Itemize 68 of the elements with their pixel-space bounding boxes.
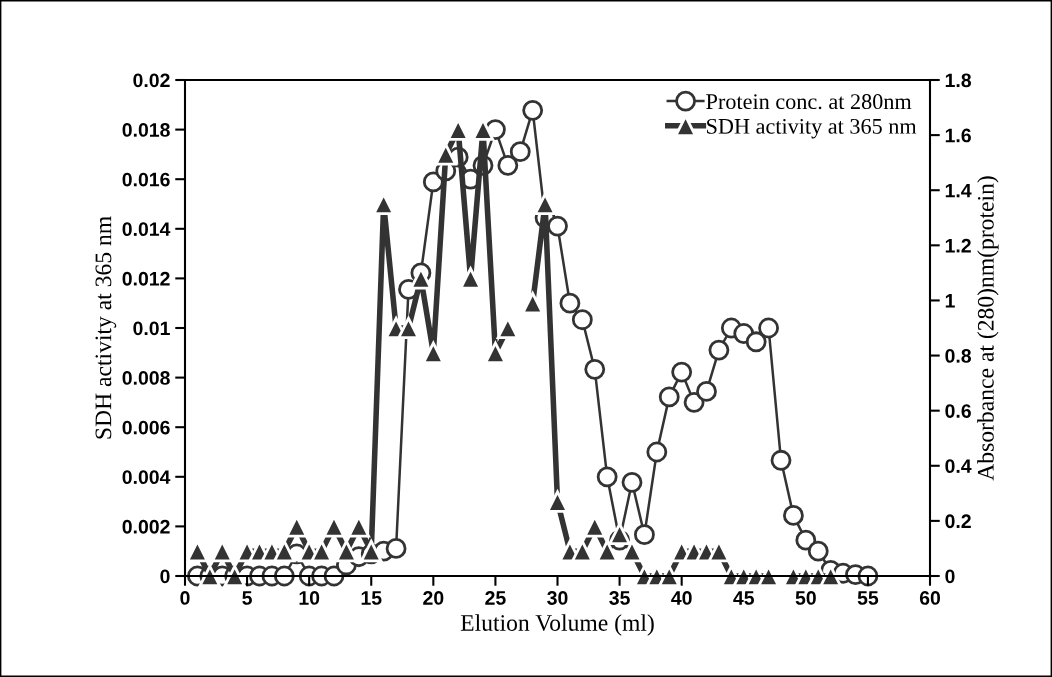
y2-tick-label: 0.6 xyxy=(945,404,971,418)
point xyxy=(708,339,730,361)
x-tick-label: 35 xyxy=(609,591,630,605)
point xyxy=(696,380,717,402)
point xyxy=(335,540,358,563)
point xyxy=(658,386,680,408)
point xyxy=(608,522,631,545)
y-tick-label: 0.016 xyxy=(122,172,170,187)
point xyxy=(807,540,829,562)
point xyxy=(596,466,618,488)
x-tick-label: 30 xyxy=(547,591,568,605)
x-tick-label: 5 xyxy=(242,591,252,605)
point xyxy=(745,331,767,353)
x-tick-label: 50 xyxy=(795,591,816,605)
point xyxy=(571,309,593,331)
y2-tick-label: 0.8 xyxy=(945,349,972,363)
y-tick-label: 0.012 xyxy=(122,271,170,286)
y-tick-label: 0.002 xyxy=(122,519,170,534)
point xyxy=(547,215,568,237)
point xyxy=(584,358,606,380)
point xyxy=(783,504,804,526)
y-tick-label: 0 xyxy=(160,569,170,584)
x-tick-label: 40 xyxy=(671,591,692,605)
point xyxy=(758,317,779,339)
point xyxy=(658,564,681,588)
y2-tick-label: 1 xyxy=(945,294,955,308)
point xyxy=(795,529,817,551)
y-axis-title: SDH activity at 365 nm xyxy=(95,216,117,439)
y-tick-label: 0.008 xyxy=(122,371,170,385)
point xyxy=(634,524,655,546)
x-tick-label: 45 xyxy=(733,591,755,605)
x-tick-label: 20 xyxy=(423,591,444,605)
x-tick-label: 55 xyxy=(857,591,879,605)
y2-tick-label: 0 xyxy=(945,569,955,584)
y-tick-label: 0.014 xyxy=(122,222,171,237)
x-tick-label: 10 xyxy=(299,591,320,605)
y2-tick-label: 0.4 xyxy=(945,459,972,474)
point xyxy=(385,538,407,559)
point xyxy=(683,391,705,413)
point xyxy=(621,471,643,493)
y2-tick-label: 0.2 xyxy=(945,514,971,529)
y2-tick-label: 1.2 xyxy=(945,238,971,253)
x-tick-label: 15 xyxy=(361,591,382,605)
x-axis-title: Elution Volume (ml) xyxy=(460,614,654,636)
point xyxy=(671,361,693,383)
y2-tick-label: 1.4 xyxy=(945,183,972,198)
point xyxy=(273,540,296,563)
y-tick-label: 0.018 xyxy=(122,123,170,137)
legend-label: SDH activity at 365 nm xyxy=(707,118,917,139)
y-tick-label: 0.02 xyxy=(133,73,170,88)
x-tick-label: 25 xyxy=(485,591,506,605)
y2-tick-label: 1.8 xyxy=(945,73,972,88)
legend-label: Protein conc. at 280nm xyxy=(706,94,912,110)
point xyxy=(434,143,457,166)
y-tick-label: 0.01 xyxy=(133,321,170,336)
y2-tick-label: 1.6 xyxy=(945,128,971,143)
point xyxy=(509,141,531,163)
y-tick-label: 0.006 xyxy=(122,420,170,435)
point xyxy=(559,292,581,314)
point xyxy=(522,99,544,121)
y-tick-label: 0.004 xyxy=(122,470,171,485)
point xyxy=(770,449,792,471)
point xyxy=(646,441,668,463)
point xyxy=(533,192,557,216)
x-tick-label: 60 xyxy=(919,591,941,605)
x-tick-label: 0 xyxy=(180,591,190,605)
point xyxy=(497,155,519,176)
y2-axis-title: Absorbance at (280)nm(protein) xyxy=(977,176,999,481)
